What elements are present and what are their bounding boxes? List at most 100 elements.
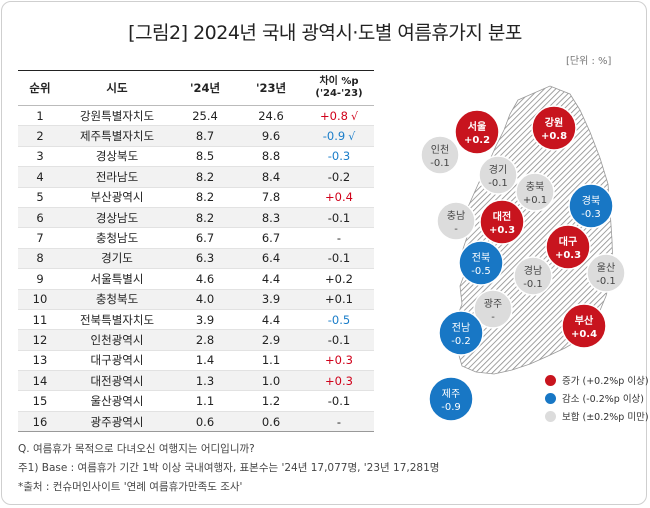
region-cell: 부산광역시 [62, 187, 172, 208]
value-2023-cell: 7.8 [238, 187, 304, 208]
legend: 증가 (+0.2%p 이상) 감소 (-0.2%p 이상) 보합 (±0.2%p… [545, 371, 649, 425]
region-bubble: 인천 -0.1 [420, 135, 460, 175]
value-2023-cell: 1.2 [238, 390, 304, 412]
rank-cell: 11 [18, 309, 62, 331]
table-row: 13 대구광역시 1.4 1.1 +0.3 [18, 350, 374, 372]
table-row: 15 울산광역시 1.1 1.2 -0.1 [18, 390, 374, 412]
region-value-label: -0.5 [471, 266, 491, 277]
table-row: 6 경상남도 8.2 8.3 -0.1 [18, 207, 374, 229]
region-bubble-circle [473, 289, 513, 329]
rank-cell: 3 [18, 146, 62, 168]
diff-value: -0.5 [327, 312, 351, 327]
table-row: 14 대전광역시 1.3 1.0 +0.3 [18, 370, 374, 392]
region-name-label: 광주 [484, 298, 502, 310]
region-cell: 경상남도 [62, 207, 172, 229]
region-cell: 충청북도 [62, 289, 172, 310]
table-row: 7 충청남도 6.7 6.7- [18, 227, 374, 249]
value-2024-cell: 4.0 [172, 289, 238, 310]
value-2024-cell: 6.7 [172, 227, 238, 249]
region-value-label: -0.1 [488, 178, 508, 189]
value-2023-cell: 8.8 [238, 146, 304, 168]
diff-cell: -0.9 √ [304, 125, 374, 147]
header-2023: '23년 [238, 70, 304, 106]
value-2024-cell: 8.5 [172, 146, 238, 168]
region-name-label: 충북 [526, 181, 544, 193]
legend-neutral-label: 보합 (±0.2%p 미만) [562, 412, 649, 423]
region-bubble: 경기 -0.1 [478, 155, 518, 195]
rank-cell: 1 [18, 105, 62, 127]
region-value-label: -0.1 [596, 276, 616, 287]
legend-decrease-swatch [545, 392, 556, 404]
table-row: 5 부산광역시 8.2 7.8 +0.4 [18, 187, 374, 208]
legend-neutral: 보합 (±0.2%p 미만) [545, 407, 649, 425]
table-row: 2 제주특별자치도 8.7 9.6 -0.9 √ [18, 125, 374, 147]
diff-cell: -0.1 [304, 329, 374, 351]
region-bubble: 전남 -0.2 [438, 310, 484, 356]
region-value-label: - [454, 224, 458, 235]
value-2024-cell: 2.8 [172, 329, 238, 351]
legend-decrease-label: 감소 (-0.2%p 이상) [562, 394, 645, 405]
table-row: 3 경상북도 8.5 8.8 -0.3 [18, 146, 374, 168]
region-bubble-circle [561, 303, 607, 349]
value-2023-cell: 8.3 [238, 207, 304, 229]
rank-cell: 8 [18, 248, 62, 270]
value-2023-cell: 4.4 [238, 309, 304, 331]
table-row: 12 인천광역시 2.8 2.9 -0.1 [18, 329, 374, 351]
value-2023-cell: 4.4 [238, 268, 304, 290]
diff-cell: +0.4 [304, 187, 374, 208]
diff-value: +0.8 [320, 108, 348, 123]
legend-neutral-swatch [545, 410, 556, 422]
header-diff-line1: 차이 %p [319, 76, 359, 87]
header-diff-line2: ('24-'23) [315, 88, 363, 99]
region-bubble-circle [586, 253, 626, 293]
region-value-label: - [491, 312, 495, 323]
diff-cell: +0.1 [304, 289, 374, 310]
region-bubble-circle [479, 199, 525, 245]
diff-value: -0.9 [322, 129, 346, 144]
region-name-label: 경남 [524, 264, 542, 277]
region-bubble-circle [428, 376, 474, 422]
table-body: 1 강원특별자치도 25.4 24.6 +0.8 √ 2 제주특별자치도 8.7 9.6 -0.9 √… [18, 105, 374, 433]
region-bubble: 대전 +0.3 [479, 199, 525, 245]
diff-value: -0.1 [327, 332, 351, 347]
diff-cell: -0.1 [304, 207, 374, 229]
region-value-label: +0.3 [489, 225, 515, 236]
region-bubble-circle [458, 240, 504, 286]
diff-cell: -0.5 [304, 309, 374, 331]
diff-cell: -0.3 [304, 146, 374, 168]
value-2024-cell: 8.7 [172, 125, 238, 147]
value-2024-cell: 0.6 [172, 411, 238, 433]
region-bubble: 서울 +0.2 [454, 109, 500, 155]
region-bubble: 강원 +0.8 [531, 105, 577, 151]
legend-increase: 증가 (+0.2%p 이상) [545, 371, 649, 389]
rank-cell: 2 [18, 125, 62, 147]
value-2023-cell: 0.6 [238, 411, 304, 433]
rank-cell: 7 [18, 227, 62, 249]
region-value-label: +0.8 [541, 131, 567, 142]
diff-value: -0.3 [327, 149, 351, 164]
diff-cell: -0.1 [304, 390, 374, 412]
region-cell: 전라남도 [62, 166, 172, 188]
region-cell: 대구광역시 [62, 350, 172, 372]
region-value-label: -0.3 [581, 209, 601, 220]
region-name-label: 전북 [472, 252, 490, 264]
region-cell: 강원특별자치도 [62, 105, 172, 127]
region-cell: 제주특별자치도 [62, 125, 172, 147]
value-2024-cell: 4.6 [172, 268, 238, 290]
value-2024-cell: 3.9 [172, 309, 238, 331]
region-bubble: 경북 -0.3 [568, 183, 614, 229]
footnotes: Q. 여름휴가 목적으로 다녀오신 여행지는 어디입니까? 주1) Base :… [18, 440, 439, 497]
region-name-label: 전남 [452, 322, 470, 334]
region-value-label: +0.1 [523, 195, 547, 206]
region-cell: 대전광역시 [62, 370, 172, 392]
table-row: 9 서울특별시 4.6 4.4 +0.2 [18, 268, 374, 290]
diff-value: +0.1 [325, 292, 353, 307]
region-name-label: 충남 [447, 210, 465, 222]
diff-value: -0.1 [327, 210, 351, 225]
region-bubble: 제주 -0.9 [428, 376, 474, 422]
diff-cell: - [304, 227, 374, 249]
region-bubble-circle [545, 224, 591, 270]
diff-cell: - [304, 411, 374, 433]
region-bubble: 충북 +0.1 [515, 172, 555, 212]
rank-cell: 9 [18, 268, 62, 290]
